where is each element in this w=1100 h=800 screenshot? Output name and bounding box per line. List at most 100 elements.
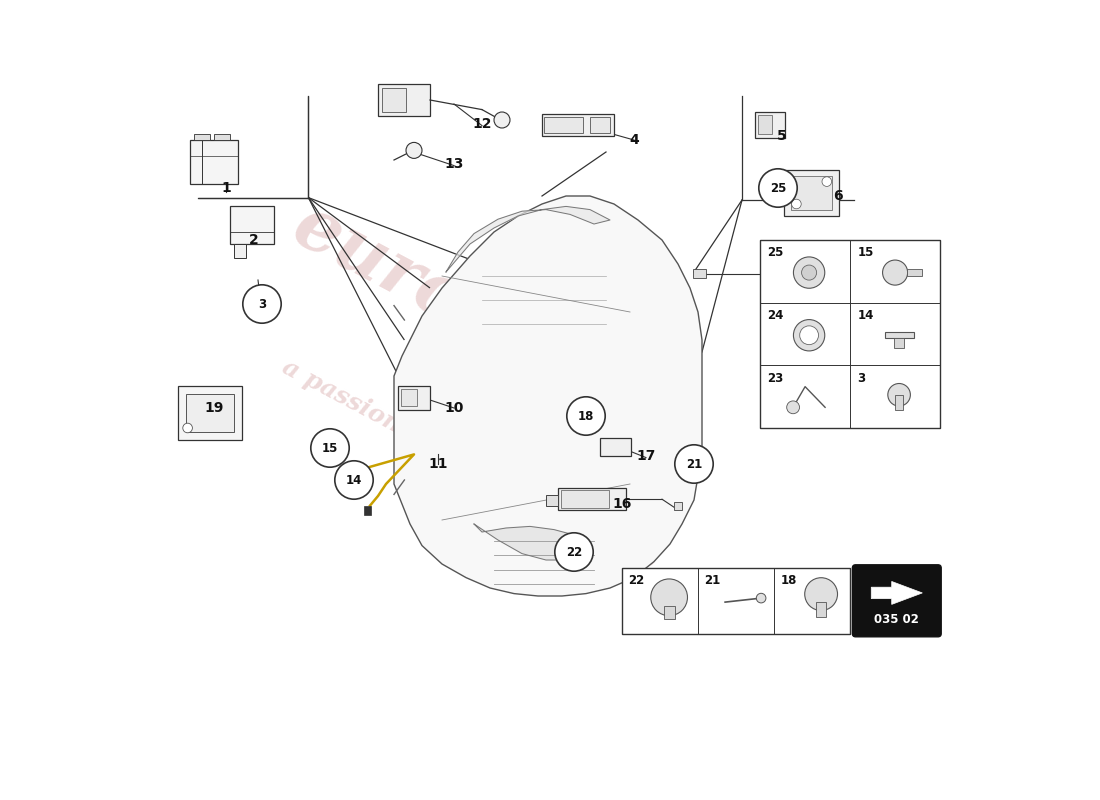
Bar bbox=[762, 372, 834, 390]
Bar bbox=[544, 117, 583, 133]
Circle shape bbox=[802, 265, 816, 280]
Text: 6: 6 bbox=[833, 189, 843, 203]
Circle shape bbox=[243, 285, 282, 323]
Bar bbox=[364, 506, 371, 515]
Circle shape bbox=[786, 401, 800, 414]
Text: 14: 14 bbox=[858, 309, 874, 322]
Bar bbox=[378, 84, 430, 116]
Bar bbox=[884, 332, 913, 338]
Bar bbox=[186, 394, 234, 432]
Circle shape bbox=[793, 319, 825, 351]
Text: 14: 14 bbox=[345, 474, 362, 486]
Circle shape bbox=[651, 579, 688, 616]
Bar bbox=[784, 170, 839, 216]
Bar bbox=[230, 206, 274, 244]
Text: eurocars: eurocars bbox=[280, 190, 627, 418]
Text: 4: 4 bbox=[629, 133, 639, 147]
Circle shape bbox=[566, 397, 605, 435]
Polygon shape bbox=[394, 196, 702, 596]
Polygon shape bbox=[474, 524, 590, 560]
Bar bbox=[214, 134, 230, 140]
Circle shape bbox=[800, 326, 818, 345]
Bar bbox=[755, 112, 785, 138]
Bar bbox=[178, 386, 242, 440]
Bar bbox=[663, 606, 674, 619]
Text: 035 02: 035 02 bbox=[874, 613, 920, 626]
Bar bbox=[791, 176, 833, 210]
Text: 10: 10 bbox=[444, 401, 464, 415]
Text: 3: 3 bbox=[257, 298, 266, 310]
Text: 23: 23 bbox=[768, 372, 784, 385]
Text: 11: 11 bbox=[428, 457, 448, 471]
Text: 24: 24 bbox=[768, 309, 784, 322]
Circle shape bbox=[674, 445, 713, 483]
Bar bbox=[758, 115, 772, 134]
Text: 16: 16 bbox=[613, 497, 631, 511]
Circle shape bbox=[183, 423, 192, 433]
Bar bbox=[590, 117, 610, 133]
Circle shape bbox=[554, 533, 593, 571]
Circle shape bbox=[334, 461, 373, 499]
Bar bbox=[382, 88, 406, 112]
Circle shape bbox=[822, 177, 832, 186]
Text: 21: 21 bbox=[686, 458, 702, 470]
Text: 18: 18 bbox=[578, 410, 594, 422]
Text: 18: 18 bbox=[780, 574, 796, 587]
Text: 21: 21 bbox=[704, 574, 720, 587]
Text: 24: 24 bbox=[782, 258, 799, 270]
Bar bbox=[402, 389, 417, 406]
Text: 22: 22 bbox=[565, 546, 582, 558]
FancyBboxPatch shape bbox=[852, 565, 942, 637]
Bar bbox=[542, 114, 614, 136]
Bar bbox=[895, 394, 903, 410]
Bar bbox=[822, 354, 832, 370]
Bar bbox=[546, 495, 558, 506]
Text: 9: 9 bbox=[817, 377, 827, 391]
Text: 2: 2 bbox=[249, 233, 258, 247]
Text: 22: 22 bbox=[628, 574, 645, 587]
Text: 1: 1 bbox=[221, 181, 231, 195]
Bar bbox=[601, 438, 630, 456]
Text: 25: 25 bbox=[768, 246, 784, 259]
Bar bbox=[194, 134, 210, 140]
Circle shape bbox=[793, 257, 825, 288]
Circle shape bbox=[311, 429, 349, 467]
Bar bbox=[786, 266, 822, 282]
Bar bbox=[561, 490, 609, 508]
Text: 15: 15 bbox=[322, 442, 338, 454]
Circle shape bbox=[759, 169, 797, 207]
Polygon shape bbox=[446, 206, 611, 272]
Text: 25: 25 bbox=[770, 182, 786, 194]
Text: 8: 8 bbox=[857, 321, 867, 335]
Bar bbox=[693, 269, 706, 278]
Bar bbox=[558, 488, 626, 510]
Text: 17: 17 bbox=[636, 449, 656, 463]
Text: 19: 19 bbox=[205, 401, 223, 415]
Text: 15: 15 bbox=[858, 246, 874, 259]
Circle shape bbox=[888, 383, 911, 406]
Bar bbox=[796, 317, 846, 334]
Circle shape bbox=[406, 142, 422, 158]
Bar bbox=[760, 240, 939, 428]
Circle shape bbox=[757, 594, 766, 603]
Bar bbox=[816, 602, 826, 617]
Text: 12: 12 bbox=[472, 117, 492, 131]
Bar bbox=[398, 386, 430, 410]
Circle shape bbox=[805, 578, 837, 610]
Polygon shape bbox=[871, 582, 922, 605]
Bar bbox=[908, 270, 922, 276]
Bar bbox=[894, 338, 904, 348]
Circle shape bbox=[882, 260, 908, 285]
Circle shape bbox=[792, 199, 801, 209]
Bar bbox=[674, 502, 682, 510]
Text: 13: 13 bbox=[444, 157, 464, 171]
Bar bbox=[234, 244, 246, 258]
Circle shape bbox=[494, 112, 510, 128]
Circle shape bbox=[771, 245, 810, 283]
Bar bbox=[621, 568, 850, 634]
Text: 5: 5 bbox=[777, 129, 786, 143]
Text: 7: 7 bbox=[857, 269, 867, 283]
Text: a passion for parts since 1985: a passion for parts since 1985 bbox=[278, 354, 662, 574]
Bar bbox=[190, 140, 238, 184]
Bar bbox=[777, 270, 786, 278]
